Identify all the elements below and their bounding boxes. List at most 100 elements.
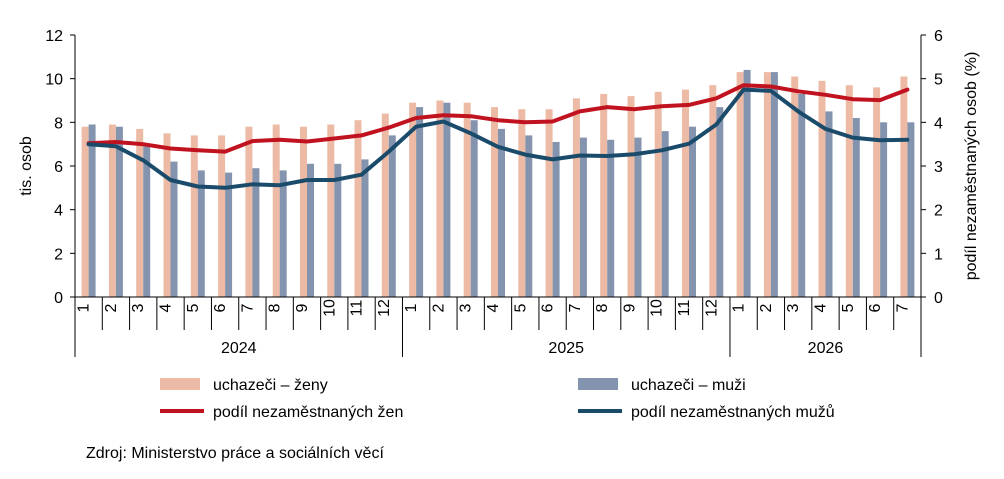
x-tick-label: 7 [239,303,256,312]
line-women-share [86,83,910,154]
bar-men-11 [361,159,369,297]
bar-women-15 [463,102,471,297]
x-tick-label: 8 [267,303,284,312]
bar-men-19 [579,137,587,297]
bar-women-4 [163,133,171,298]
bar-women-18 [545,109,553,297]
x-tick-label: 7 [894,303,911,312]
x-tick-label: 2 [430,303,447,312]
bar-women-30 [873,87,881,298]
bar-women-7 [245,126,253,297]
bar-men-15 [470,120,478,297]
bar-men-26 [770,72,778,297]
bar-women-25 [736,72,744,297]
bar-women-23 [682,89,689,297]
x-tick-label: 5 [512,303,529,312]
right-tick-label: 2 [934,203,943,220]
bar-women-14 [436,100,444,297]
year-label-2025: 2025 [548,340,584,357]
x-tick-label: 1 [403,303,420,312]
year-label-2026: 2026 [808,340,844,357]
bar-women-21 [627,96,635,297]
left-axis-title: tis. osob [18,136,35,196]
x-tick-label: 2 [103,303,120,312]
legend-label: podíl nezaměstnaných mužů [631,403,835,421]
bar-women-22 [654,91,662,297]
x-tick-label: 6 [212,303,229,312]
x-tick-label: 5 [840,303,857,312]
bar-women-3 [136,128,144,297]
x-tick-label: 11 [676,300,693,317]
year-label-2024: 2024 [221,340,257,357]
left-tick-label: 8 [54,115,63,132]
legend-swatch-men-bar [578,378,618,390]
x-tick-label: 4 [158,303,175,312]
bar-women-31 [900,76,908,297]
x-tick-label: 1 [76,303,93,312]
bar-women-2 [108,124,116,297]
x-tick-label: 5 [185,303,202,312]
bar-women-20 [600,93,608,298]
bar-men-13 [416,107,424,297]
bar-men-29 [852,118,860,297]
bar-women-12 [381,113,389,297]
x-tick-label: 3 [785,303,802,312]
x-tick-label: 7 [567,303,584,312]
bar-women-1 [81,126,89,297]
bar-men-1 [88,124,96,297]
left-tick-label: 6 [54,159,63,176]
x-tick-label: 9 [294,303,311,312]
line-men-share [86,87,910,190]
bar-men-6 [225,172,233,297]
left-tick-label: 2 [54,246,63,263]
bar-men-9 [307,163,314,297]
bar-men-20 [607,139,615,297]
bar-women-6 [218,135,226,297]
x-tick-label: 1 [731,303,748,312]
x-tick-label: 6 [867,303,884,312]
x-tick-label: 10 [321,299,338,317]
right-tick-label: 4 [934,115,943,132]
x-tick-label: 2 [758,303,775,312]
bar-men-5 [197,170,205,297]
left-tick-label: 10 [45,72,63,89]
x-tick-label: 8 [594,303,611,312]
bar-women-17 [518,109,526,297]
bar-women-5 [190,135,198,297]
bar-men-7 [252,168,260,297]
x-tick-label: 9 [621,303,638,312]
legend-swatch-women-bar [160,378,200,390]
x-tick-label: 10 [649,299,666,317]
bar-women-8 [272,124,280,297]
left-tick-label: 4 [54,203,63,220]
bar-women-11 [354,120,362,297]
bar-men-30 [880,122,888,297]
x-tick-label: 6 [540,303,557,312]
x-tick-label: 3 [458,303,475,312]
legend-label: podíl nezaměstnaných žen [213,404,403,421]
legend-label: uchazeči – ženy [213,377,328,394]
bar-women-24 [709,85,717,297]
bar-women-29 [845,85,853,297]
bar-men-8 [279,170,287,297]
x-tick-label: 12 [703,299,720,317]
legend-label: uchazeči – muži [631,377,746,394]
x-tick-label: 12 [376,299,393,317]
bar-women-19 [572,98,580,297]
bar-men-22 [661,131,669,297]
bar-men-23 [689,126,696,297]
bar-women-28 [818,80,826,297]
bar-men-25 [743,69,751,298]
bar-men-27 [798,93,806,298]
right-tick-label: 6 [934,28,943,45]
bar-men-18 [552,142,560,297]
bar-men-4 [170,161,178,297]
x-tick-label: 4 [812,303,829,312]
bar-men-21 [634,137,642,297]
bar-women-27 [791,76,799,297]
right-tick-label: 1 [934,246,943,263]
x-tick-label: 11 [349,300,366,317]
bar-women-9 [300,126,307,297]
bar-men-16 [498,128,505,297]
